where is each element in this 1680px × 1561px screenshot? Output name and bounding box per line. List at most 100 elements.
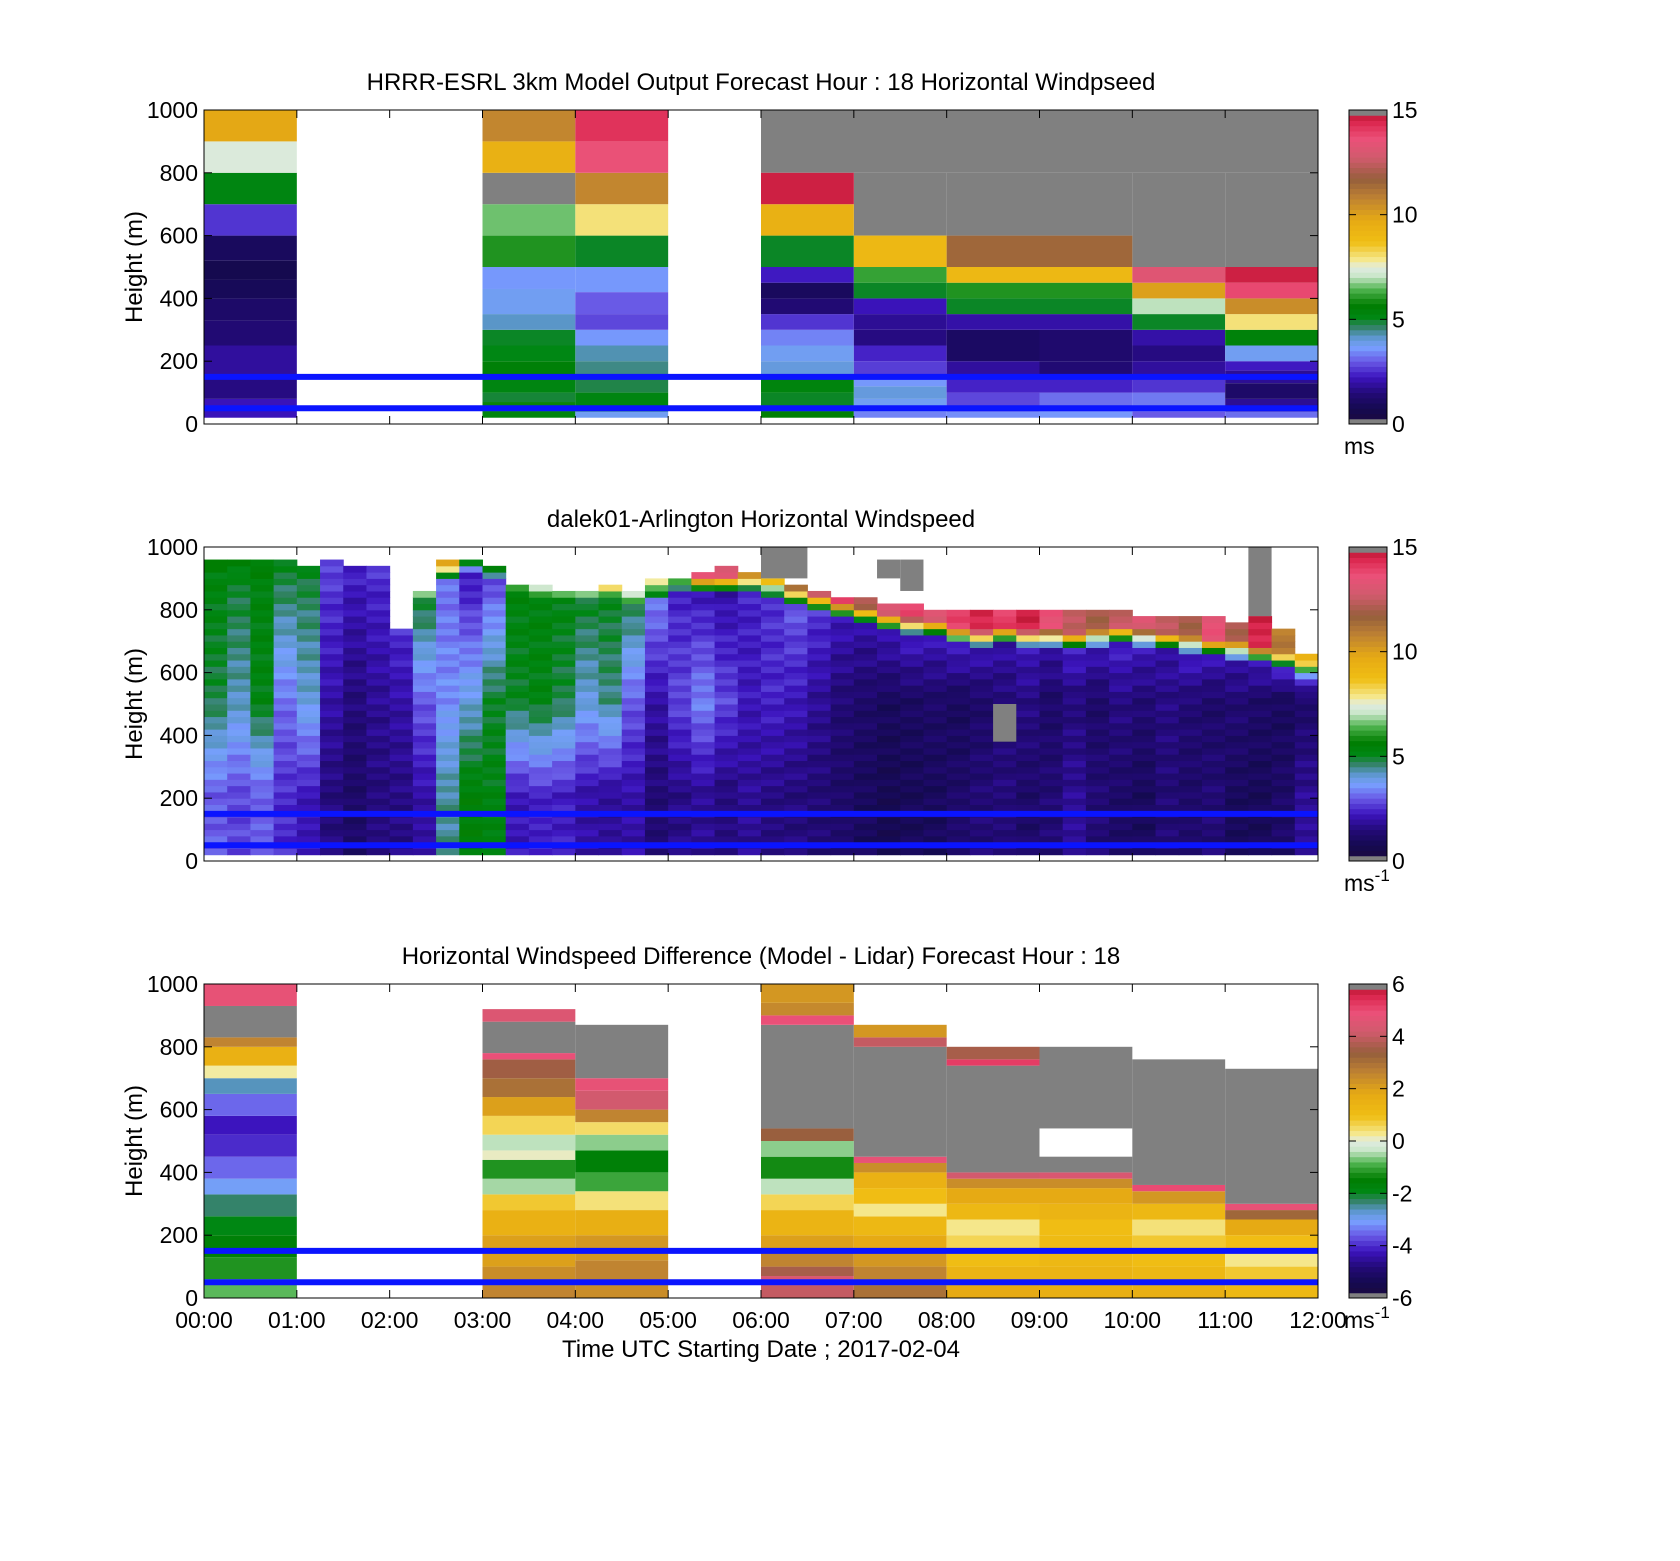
no-data-region [853, 172, 947, 236]
heatmap-cell [1016, 760, 1040, 768]
heatmap-cell [853, 314, 947, 330]
heatmap-cell [1155, 829, 1180, 837]
heatmap-cell [366, 590, 391, 598]
heatmap-cell [644, 722, 669, 730]
heatmap-cell [343, 691, 367, 699]
heatmap-cell [459, 722, 483, 730]
colorbar-segment [1349, 1052, 1387, 1058]
heatmap-cell [459, 590, 483, 598]
heatmap-cell [1039, 817, 1064, 824]
heatmap-cell [969, 785, 994, 793]
heatmap-cell [1225, 666, 1249, 674]
heatmap-cell [459, 641, 483, 648]
heatmap-cell [1225, 804, 1249, 812]
heatmap-cell [598, 766, 623, 774]
heatmap-cell [1271, 666, 1296, 674]
heatmap-cell [761, 597, 785, 605]
heatmap-cell [482, 691, 507, 699]
heatmap-cell [784, 798, 808, 805]
heatmap-cell [598, 729, 623, 736]
heatmap-cell [552, 647, 576, 655]
heatmap-cell [807, 791, 832, 799]
heatmap-cell [877, 791, 901, 799]
heatmap-cell [668, 603, 692, 611]
heatmap-cell [366, 691, 391, 699]
heatmap-cell [482, 754, 507, 762]
heatmap-cell [436, 747, 460, 755]
heatmap-cell [946, 785, 971, 793]
heatmap-cell [737, 710, 762, 718]
heatmap-cell [784, 722, 808, 730]
heatmap-cell [807, 710, 832, 718]
heatmap-cell [784, 603, 808, 611]
heatmap-cell [366, 791, 391, 799]
heatmap-cell [1039, 798, 1064, 805]
heatmap-cell [552, 773, 576, 780]
panel-title: Horizontal Windspeed Difference (Model -… [402, 943, 1121, 970]
heatmap-cell [1132, 785, 1157, 793]
heatmap-cell [320, 622, 344, 630]
heatmap-cell [552, 735, 576, 743]
heatmap-cell [1039, 1172, 1133, 1179]
colorbar-segment [1349, 688, 1387, 695]
heatmap-cell [853, 597, 878, 605]
heatmap-cell [1201, 835, 1226, 843]
heatmap-cell [528, 835, 553, 843]
heatmap-cell [1294, 747, 1319, 755]
heatmap-cell [877, 817, 901, 824]
colorbar-segment [1349, 714, 1387, 721]
heatmap-cell [923, 678, 948, 686]
colorbar-segment [1349, 162, 1387, 169]
heatmap-cell [969, 704, 994, 711]
heatmap-cell [250, 835, 275, 843]
colorbar-segment [1349, 578, 1387, 585]
heatmap-cell [1248, 823, 1273, 831]
heatmap-cell [1225, 411, 1318, 418]
heatmap-cell [1039, 361, 1133, 377]
heatmap-cell [946, 691, 971, 699]
heatmap-cell [389, 653, 414, 661]
heatmap-cell [459, 710, 483, 718]
heatmap-cell [923, 722, 948, 730]
heatmap-cell [296, 609, 321, 617]
heatmap-cell [1271, 741, 1296, 749]
heatmap-cell [644, 835, 669, 843]
heatmap-cell [807, 798, 832, 805]
heatmap-cell [900, 791, 924, 799]
heatmap-cell [993, 653, 1017, 661]
heatmap-cell [761, 647, 785, 655]
colorbar-segment [1349, 609, 1387, 616]
heatmap-cell [296, 754, 321, 762]
heatmap-cell [830, 722, 855, 730]
heatmap-cell [691, 735, 716, 743]
colorbar-segment [1349, 376, 1387, 383]
heatmap-cell [273, 666, 298, 674]
heatmap-cell [946, 628, 971, 636]
heatmap-cell [761, 804, 785, 812]
heatmap-cell [946, 298, 1040, 315]
heatmap-cell [1225, 760, 1249, 768]
heatmap-cell [737, 634, 762, 642]
y-tick-label: 400 [160, 722, 198, 748]
heatmap-cell [482, 704, 507, 711]
heatmap-cell [900, 835, 924, 843]
heatmap-cell [714, 572, 739, 579]
heatmap-cell [343, 817, 367, 824]
heatmap-cell [459, 565, 483, 573]
heatmap-cell [691, 848, 716, 856]
heatmap-cell [320, 666, 344, 674]
heatmap-cell [1039, 773, 1064, 780]
heatmap-cell [946, 835, 971, 843]
heatmap-cell [227, 710, 251, 718]
heatmap-cell [343, 735, 367, 743]
heatmap-cell [923, 823, 948, 831]
heatmap-cell [598, 685, 623, 692]
heatmap-cell [436, 804, 460, 812]
heatmap-cells [204, 984, 1318, 1298]
x-axis-label: Time UTC Starting Date ; 2017-02-04 [562, 1336, 960, 1363]
heatmap-cell [761, 716, 785, 724]
heatmap-cell [552, 603, 576, 611]
heatmap-cell [1132, 647, 1157, 655]
colorbar-segment [1349, 240, 1387, 247]
heatmap-cell [621, 647, 646, 655]
